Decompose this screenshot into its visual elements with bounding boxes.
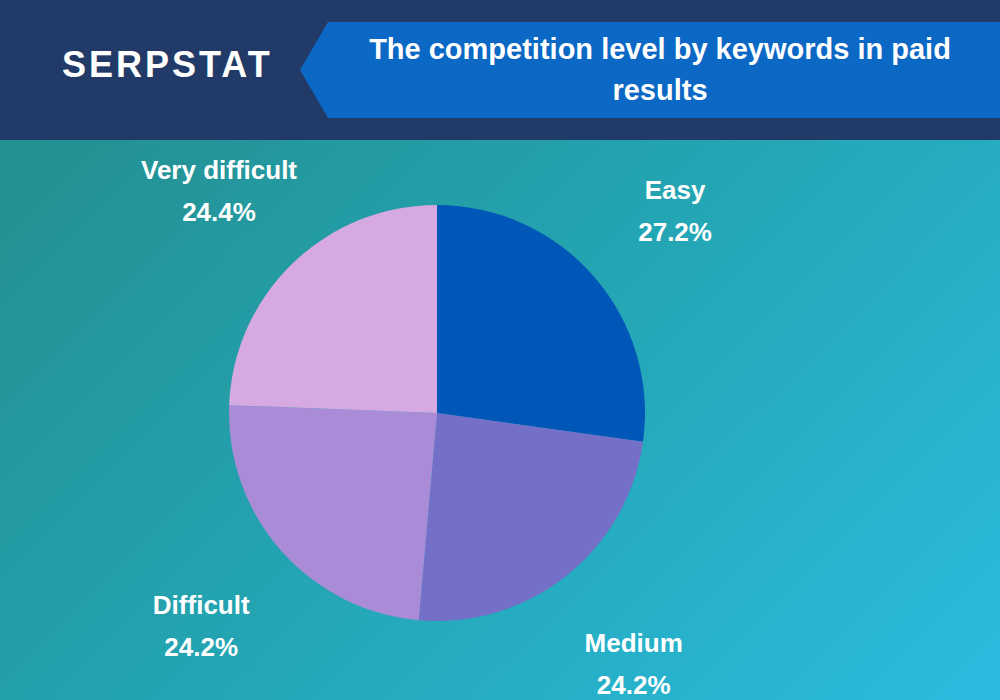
html-text:The competition level by keywo: The competition level by keywords in pai… bbox=[369, 33, 951, 106]
svg-text:Very difficult24.4%: Very difficult24.4% bbox=[141, 155, 297, 227]
html-text:SERPSTAT: SERPSTAT bbox=[62, 44, 273, 85]
svg-text:Medium24.2%: Medium24.2% bbox=[585, 628, 683, 700]
svg-text:Easy27.2%: Easy27.2% bbox=[638, 175, 712, 247]
svg-text:Difficult24.2%: Difficult24.2% bbox=[153, 590, 250, 662]
